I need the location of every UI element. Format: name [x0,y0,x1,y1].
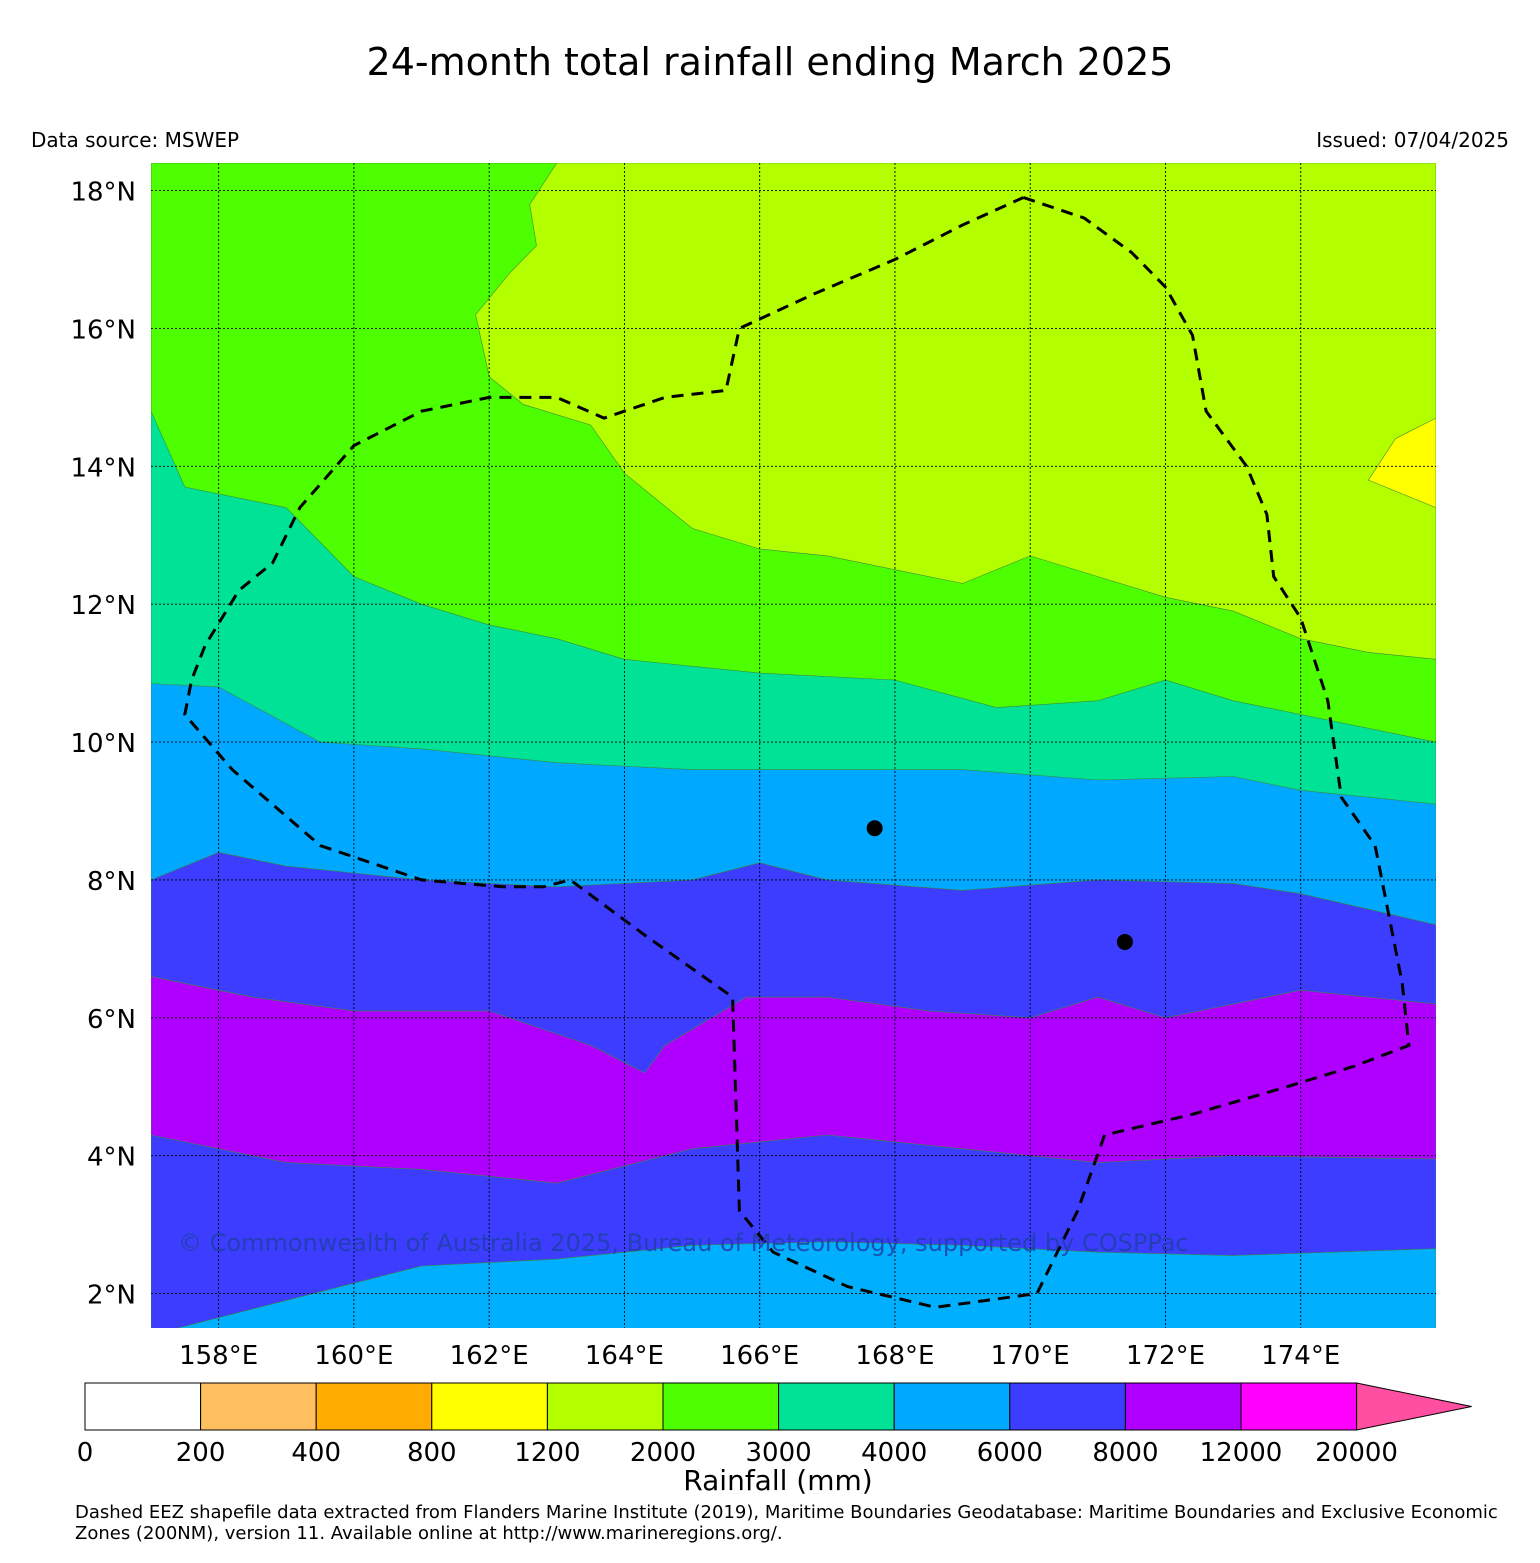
lat-label-18: 18°N [70,178,136,208]
colorbar-segment-4 [546,1382,664,1431]
colorbar-label-200: 200 [176,1438,226,1468]
colorbar-label-0: 0 [77,1438,94,1468]
lon-label-162: 162°E [450,1341,529,1371]
lon-label-170: 170°E [991,1341,1070,1371]
lat-label-14: 14°N [70,453,136,483]
lon-label-166: 166°E [720,1341,799,1371]
colorbar-label-4000: 4000 [861,1438,927,1468]
colorbar-label-8000: 8000 [1092,1438,1158,1468]
colorbar-segment-2 [315,1382,433,1431]
colorbar-segment-7 [893,1382,1011,1431]
latitude-labels: 2°N 4°N 6°N 8°N 10°N 12°N 14°N 16°N 18°N [70,178,136,1311]
lon-label-172: 172°E [1126,1341,1205,1371]
lon-label-164: 164°E [585,1341,664,1371]
colorbar-title: Rainfall (mm) [683,1464,872,1497]
rainfall-patch-high [1367,417,1436,509]
lat-label-16: 16°N [70,315,136,345]
colorbar-segment-0 [84,1382,202,1431]
lon-label-174: 174°E [1261,1341,1340,1371]
colorbar-label-12000: 12000 [1200,1438,1283,1468]
lon-label-168: 168°E [855,1341,934,1371]
data-source-label: Data source: MSWEP [31,128,240,152]
lat-label-2: 2°N [87,1281,136,1311]
longitude-labels: 158°E 160°E 162°E 164°E 166°E 168°E 170°E 172°E… [179,1341,1340,1371]
colorbar-segment-10 [1240,1382,1358,1431]
copyright-watermark: © Commonwealth of Australia 2025, Bureau… [178,1229,1189,1257]
eez-boundary [183,196,1411,1309]
colorbar-segment-6 [778,1382,895,1431]
eez-dashed-line [183,196,1411,1309]
location-marker-0 [866,820,883,837]
rainfall-contours [151,163,1436,1328]
rainfall-band-0 [176,1241,1436,1328]
issued-date-label: Issued: 07/04/2025 [1316,128,1509,152]
colorbar-label-3000: 3000 [746,1438,812,1468]
colorbar: 0 200 400 800 1200 2000 3000 4000 6000 8000 12000 2… [77,1382,1472,1468]
colorbar-label-2000: 2000 [630,1438,696,1468]
colorbar-label-800: 800 [407,1438,457,1468]
lat-label-10: 10°N [70,729,136,759]
colorbar-segment-1 [200,1382,317,1431]
colorbar-label-6000: 6000 [977,1438,1043,1468]
colorbar-segment-5 [662,1382,780,1431]
colorbar-label-1200: 1200 [514,1438,580,1468]
footnote: Dashed EEZ shapefile data extracted from… [75,1502,1498,1544]
rainfall-map: © Commonwealth of Australia 2025, Bureau… [70,163,1472,1497]
colorbar-segment-9 [1124,1382,1242,1431]
lat-label-4: 4°N [87,1143,136,1173]
colorbar-label-400: 400 [291,1438,341,1468]
colorbar-extend-arrow [1356,1382,1472,1431]
lat-label-8: 8°N [87,867,136,897]
lon-label-158: 158°E [179,1341,258,1371]
lat-label-12: 12°N [70,591,136,621]
page-title: 24-month total rainfall ending March 202… [366,40,1174,84]
location-marker-1 [1116,933,1133,950]
location-markers [866,820,1133,950]
colorbar-segment-8 [1009,1382,1126,1431]
colorbar-label-20000: 20000 [1315,1438,1398,1468]
lat-label-6: 6°N [87,1005,136,1035]
lon-label-160: 160°E [314,1341,393,1371]
colorbar-segment-3 [431,1382,548,1431]
